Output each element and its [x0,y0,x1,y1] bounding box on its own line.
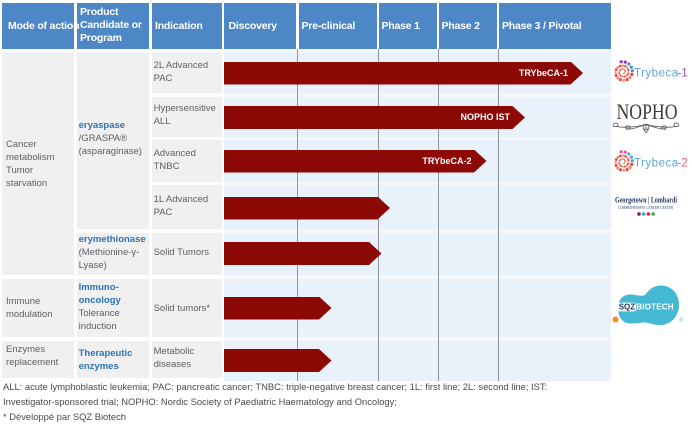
svg-text:NOPHO: NOPHO [617,100,678,122]
svg-text:SQZ: SQZ [619,303,636,312]
svg-text:Trybeca: Trybeca [634,158,679,170]
svg-text:-1: -1 [678,68,688,80]
svg-text:Georgetown | Lombardi: Georgetown | Lombardi [615,195,677,205]
svg-text:COMPREHENSIVE CANCER CENTER: COMPREHENSIVE CANCER CENTER [618,206,674,210]
svg-text:Trybeca: Trybeca [634,68,679,80]
svg-text:BIOTECH: BIOTECH [636,303,673,312]
svg-text:-2: -2 [678,158,688,170]
svg-text:®: ® [679,317,684,324]
